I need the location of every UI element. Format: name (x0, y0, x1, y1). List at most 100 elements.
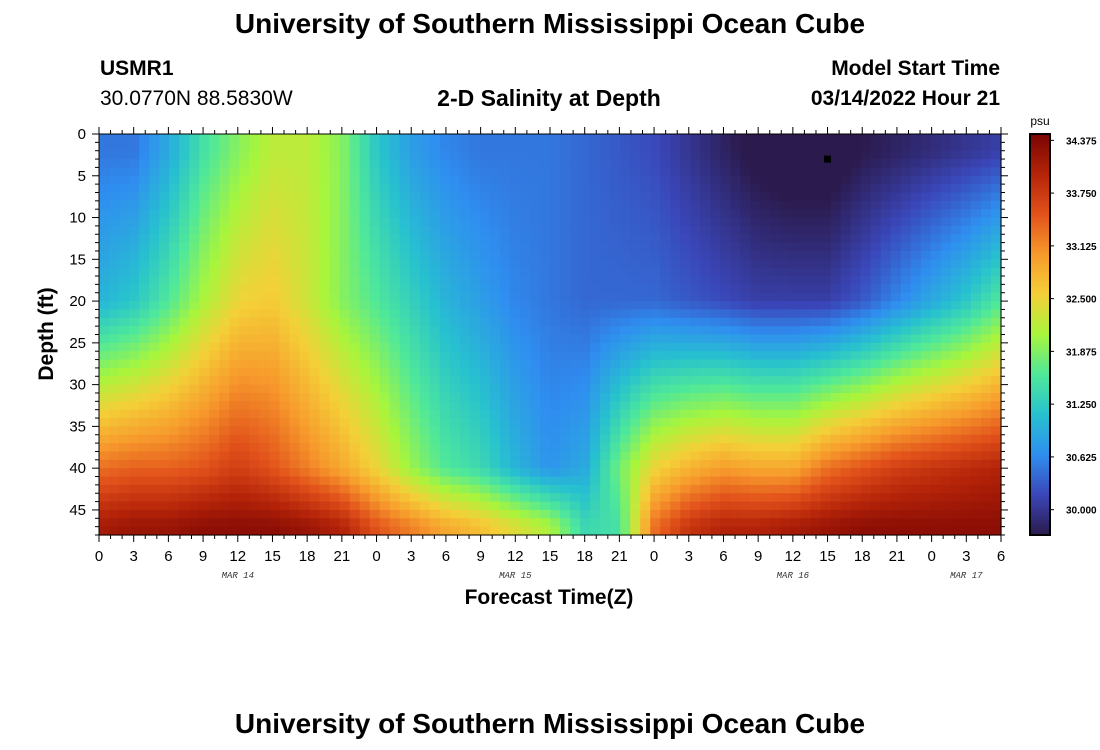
heatmap-cell (610, 392, 621, 402)
heatmap-cell (269, 259, 280, 269)
heatmap-cell (389, 317, 401, 327)
heatmap-cell (690, 493, 701, 503)
heatmap-cell (99, 342, 110, 352)
heatmap-cell (239, 476, 250, 486)
heatmap-cell (129, 192, 140, 202)
heatmap-cell (670, 359, 681, 369)
colorbar-segment (1030, 459, 1050, 463)
heatmap-cell (149, 167, 160, 177)
heatmap-cell (359, 426, 371, 436)
heatmap-cell (449, 351, 461, 361)
heatmap-cell (940, 418, 952, 427)
heatmap-cell (99, 200, 110, 210)
heatmap-cell (900, 234, 912, 244)
heatmap-cell (199, 418, 210, 427)
heatmap-cell (560, 501, 571, 511)
heatmap-cell (750, 359, 762, 369)
heatmap-cell (780, 167, 792, 177)
heatmap-cell (539, 401, 551, 411)
heatmap-cell (109, 242, 120, 252)
heatmap-cell (479, 451, 491, 461)
heatmap-cell (610, 326, 621, 336)
heatmap-cell (600, 501, 611, 511)
heatmap-cell (109, 342, 120, 352)
heatmap-cell (710, 217, 721, 227)
heatmap-cell (419, 326, 431, 336)
heatmap-cell (720, 484, 731, 494)
heatmap-cell (550, 209, 561, 219)
heatmap-cell (580, 476, 591, 486)
heatmap-cell (790, 167, 802, 177)
heatmap-cell (369, 167, 381, 177)
heatmap-cell (449, 484, 461, 494)
heatmap-cell (880, 484, 892, 494)
heatmap-cell (970, 217, 982, 227)
heatmap-cell (550, 242, 561, 252)
heatmap-cell (379, 376, 391, 386)
heatmap-cell (259, 134, 270, 143)
heatmap-cell (920, 384, 932, 394)
heatmap-cell (409, 418, 421, 427)
heatmap-cell (640, 250, 651, 260)
heatmap-cell (209, 351, 220, 361)
heatmap-cell (690, 267, 701, 277)
heatmap-cell (710, 142, 721, 152)
heatmap-cell (930, 418, 942, 427)
heatmap-cell (339, 150, 351, 160)
heatmap-cell (840, 276, 852, 285)
heatmap-cell (269, 150, 280, 160)
heatmap-cell (850, 250, 862, 260)
heatmap-cell (950, 142, 962, 152)
heatmap-cell (199, 309, 210, 319)
colorbar-segment (1030, 269, 1050, 273)
heatmap-cell (329, 292, 341, 302)
heatmap-cell (289, 217, 301, 227)
heatmap-cell (900, 409, 912, 419)
heatmap-cell (950, 526, 962, 536)
heatmap-cell (239, 518, 250, 528)
heatmap-cell (560, 443, 571, 453)
heatmap-cell (429, 451, 441, 461)
heatmap-cell (650, 167, 661, 177)
heatmap-cell (359, 459, 371, 469)
heatmap-cell (449, 384, 461, 394)
heatmap-cell (850, 167, 862, 177)
heatmap-cell (429, 242, 441, 252)
heatmap-cell (640, 225, 651, 235)
colorbar-segment (1030, 276, 1050, 280)
heatmap-cell (259, 326, 270, 336)
heatmap-cell (800, 518, 812, 528)
heatmap-cell (650, 409, 661, 419)
heatmap-cell (550, 501, 561, 511)
heatmap-cell (690, 317, 701, 327)
heatmap-cell (519, 259, 531, 269)
heatmap-cell (469, 468, 481, 478)
heatmap-cell (529, 276, 541, 285)
heatmap-cell (990, 276, 1002, 285)
heatmap-cell (960, 209, 972, 219)
heatmap-cell (860, 234, 872, 244)
heatmap-cell (279, 225, 291, 235)
heatmap-cell (630, 267, 641, 277)
heatmap-cell (660, 150, 671, 160)
heatmap-cell (760, 284, 772, 294)
heatmap-cell (489, 234, 501, 244)
heatmap-cell (940, 309, 952, 319)
heatmap-cell (680, 267, 691, 277)
heatmap-cell (690, 359, 701, 369)
heatmap-cell (970, 509, 982, 519)
heatmap-cell (600, 409, 611, 419)
heatmap-cell (99, 217, 110, 227)
heatmap-cell (720, 451, 731, 461)
x-tick-label: 12 (507, 548, 524, 565)
heatmap-cell (710, 359, 721, 369)
heatmap-cell (179, 242, 190, 252)
heatmap-cell (790, 217, 802, 227)
heatmap-cell (640, 426, 651, 436)
heatmap-cell (700, 242, 711, 252)
heatmap-cell (369, 493, 381, 503)
y-tick-label: 25 (69, 335, 86, 352)
heatmap-cell (760, 267, 772, 277)
heatmap-cell (900, 209, 912, 219)
heatmap-cell (650, 209, 661, 219)
